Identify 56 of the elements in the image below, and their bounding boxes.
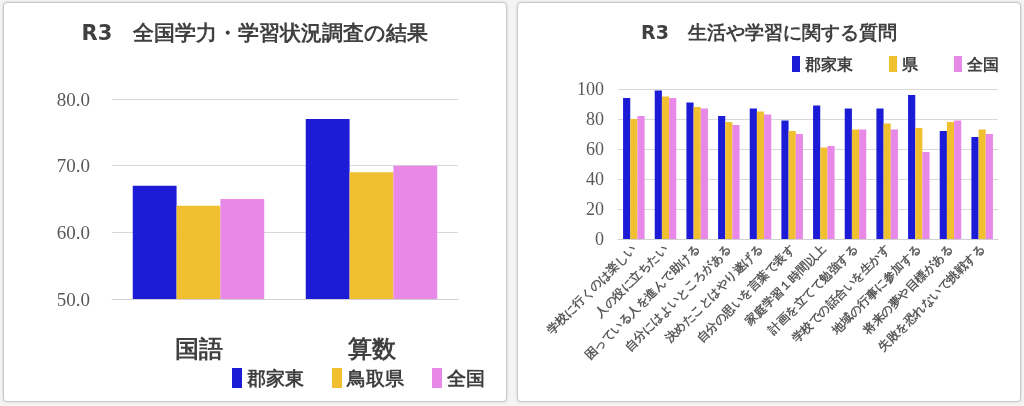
bar (859, 129, 867, 239)
bar (876, 108, 884, 239)
y-tick-label: 40 (586, 169, 604, 189)
bar (718, 116, 726, 239)
bar (915, 128, 923, 239)
bar (985, 134, 993, 239)
bar (764, 114, 772, 239)
bar (749, 108, 757, 239)
bar (725, 122, 733, 239)
bar (732, 125, 740, 239)
y-tick-label: 70.0 (56, 155, 90, 177)
y-tick-label: 100 (577, 79, 604, 99)
y-tick-label: 50.0 (56, 288, 90, 310)
legend-label: 全国 (966, 54, 999, 74)
bar (922, 152, 930, 239)
bar (623, 98, 631, 239)
bar (844, 108, 852, 239)
bar (693, 107, 701, 239)
bar (820, 147, 828, 239)
chart-title: R3 生活や学習に関する質問 (641, 20, 897, 43)
bar (795, 134, 803, 239)
legend-label: 全国 (446, 367, 485, 389)
x-tick-label: 国語 (174, 335, 223, 363)
bar (908, 95, 916, 239)
y-tick-label: 60.0 (56, 221, 90, 243)
bar (788, 131, 796, 239)
bar (654, 90, 662, 239)
legend-label: 郡家東 (246, 367, 305, 389)
y-tick-label: 20 (586, 199, 604, 219)
bar (630, 119, 638, 239)
bar (883, 123, 891, 239)
legend-label: 郡家東 (804, 54, 854, 74)
y-tick-label: 80.0 (56, 88, 90, 110)
x-tick-label: 算数 (346, 335, 397, 363)
legend-label: 県 (901, 54, 919, 74)
bar (954, 120, 962, 239)
bar (971, 137, 979, 239)
y-tick-label: 60 (586, 139, 604, 159)
bar (637, 116, 645, 239)
bar (813, 105, 821, 239)
y-tick-label: 0 (595, 229, 604, 249)
chart-title: R3 全国学力・学習状況調査の結果 (81, 20, 429, 45)
bar (978, 129, 986, 239)
bar (700, 108, 708, 239)
bar (939, 131, 947, 239)
y-tick-label: 80 (586, 109, 604, 129)
bar (756, 111, 765, 239)
bar (686, 102, 694, 239)
legend-label: 鳥取県 (346, 367, 405, 389)
bar (669, 98, 677, 239)
bar (661, 96, 670, 239)
bar (946, 122, 955, 239)
bar (890, 129, 898, 239)
bar (827, 146, 835, 239)
bar (781, 120, 789, 239)
bar (851, 129, 860, 239)
